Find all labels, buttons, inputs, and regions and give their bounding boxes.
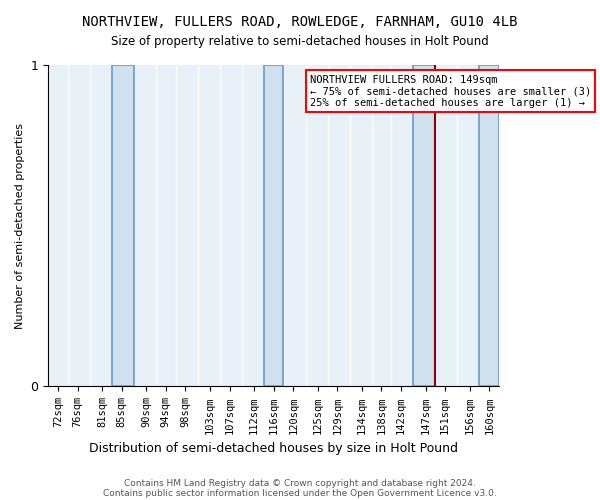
Text: NORTHVIEW FULLERS ROAD: 149sqm
← 75% of semi-detached houses are smaller (3)
25%: NORTHVIEW FULLERS ROAD: 149sqm ← 75% of … xyxy=(310,74,591,108)
Bar xyxy=(391,65,413,386)
Text: Contains public sector information licensed under the Open Government Licence v3: Contains public sector information licen… xyxy=(103,488,497,498)
Bar xyxy=(479,65,499,386)
Bar xyxy=(371,65,391,386)
Bar xyxy=(198,65,220,386)
Bar xyxy=(479,65,499,386)
Bar xyxy=(264,65,283,386)
Bar xyxy=(242,65,264,386)
Bar xyxy=(112,65,134,386)
Bar xyxy=(413,65,436,386)
Bar xyxy=(68,65,90,386)
Bar xyxy=(264,65,283,386)
Bar xyxy=(328,65,350,386)
Bar xyxy=(48,65,68,386)
Bar xyxy=(112,65,134,386)
Bar xyxy=(220,65,242,386)
Bar xyxy=(436,65,457,386)
Bar xyxy=(305,65,328,386)
Text: NORTHVIEW, FULLERS ROAD, ROWLEDGE, FARNHAM, GU10 4LB: NORTHVIEW, FULLERS ROAD, ROWLEDGE, FARNH… xyxy=(82,15,518,29)
Text: Size of property relative to semi-detached houses in Holt Pound: Size of property relative to semi-detach… xyxy=(111,35,489,48)
Bar xyxy=(176,65,198,386)
X-axis label: Distribution of semi-detached houses by size in Holt Pound: Distribution of semi-detached houses by … xyxy=(89,442,458,455)
Bar xyxy=(90,65,112,386)
Y-axis label: Number of semi-detached properties: Number of semi-detached properties xyxy=(15,122,25,328)
Bar xyxy=(134,65,156,386)
Bar xyxy=(283,65,305,386)
Bar xyxy=(457,65,479,386)
Bar xyxy=(413,65,436,386)
Text: Contains HM Land Registry data © Crown copyright and database right 2024.: Contains HM Land Registry data © Crown c… xyxy=(124,478,476,488)
Bar xyxy=(350,65,371,386)
Bar xyxy=(156,65,176,386)
